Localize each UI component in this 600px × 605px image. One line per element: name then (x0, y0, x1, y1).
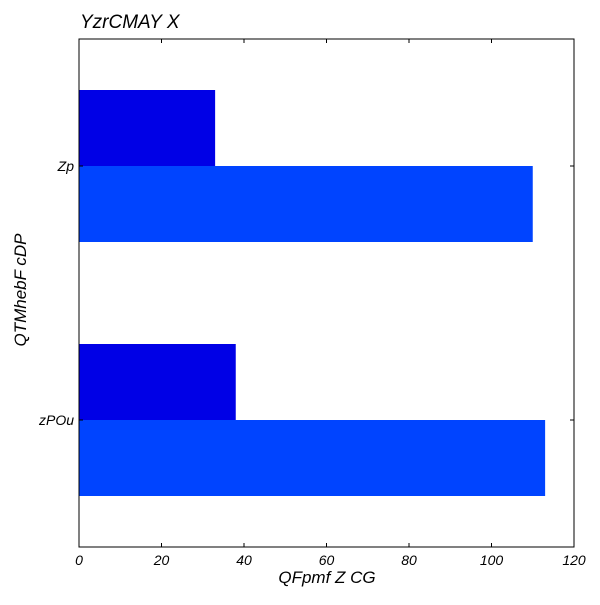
x-tick-label: 100 (480, 552, 504, 568)
bar-Zp-series-1 (79, 90, 216, 166)
x-tick-label: 40 (236, 552, 252, 568)
y-axis-label: QTMhebF cDP (11, 233, 30, 347)
x-tick-label: 20 (153, 552, 170, 568)
x-tick-label: 60 (319, 552, 335, 568)
y-tick-label: zPOu (38, 412, 74, 428)
bar-zPOu-series-2 (79, 420, 546, 496)
x-tick-label: 80 (401, 552, 417, 568)
bars-group (79, 90, 546, 496)
x-tick-label: 120 (562, 552, 586, 568)
x-tick-label: 0 (75, 552, 83, 568)
chart-title: YzrCMAY X (80, 12, 181, 33)
ticks-group: Zp zPOu 0 20 40 60 80 100 120 (38, 39, 586, 568)
x-axis-label: QFpmf Z CG (278, 568, 375, 587)
y-tick-label: Zp (57, 158, 75, 174)
bar-zPOu-series-1 (79, 344, 236, 420)
plot-frame (78, 38, 575, 548)
bar-Zp-series-2 (79, 166, 533, 242)
